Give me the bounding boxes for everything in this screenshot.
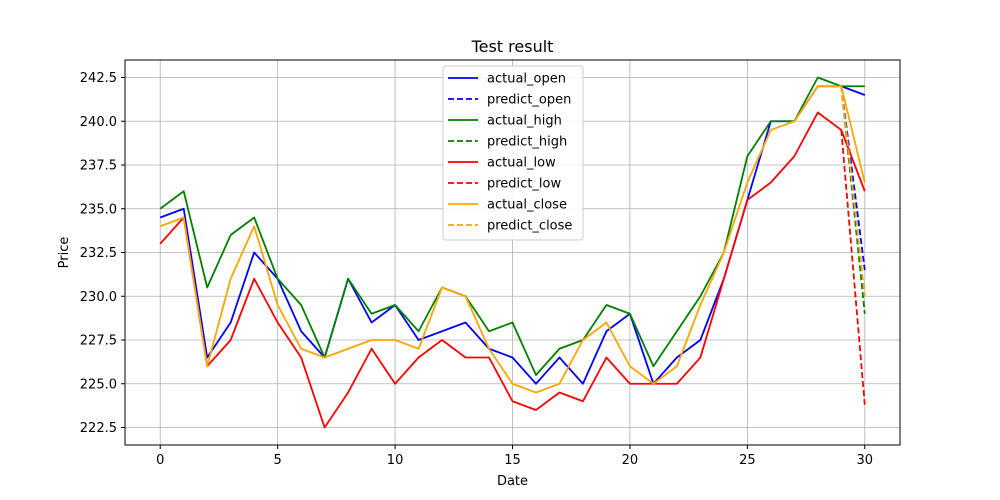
y-tick-label: 232.5 bbox=[80, 246, 117, 261]
series-line-predict-close bbox=[840, 86, 866, 297]
y-tick-label: 242.5 bbox=[80, 71, 117, 86]
y-tick-label: 240.0 bbox=[80, 115, 117, 130]
x-axis-ticks: 0 5 10 15 20 25 30 bbox=[156, 445, 873, 468]
chart-title: Test result bbox=[471, 37, 554, 56]
legend-items: actual_open predict_open actual_highpredic… bbox=[448, 72, 572, 234]
y-axis-ticks: 222.5 225.0 227.5 230.0 232.5 235.0 237.5 240.0… bbox=[80, 71, 125, 436]
series-line-actual-low bbox=[159, 111, 866, 429]
legend-label-actual-open: actual_open bbox=[487, 72, 566, 87]
x-tick-label: 0 bbox=[156, 453, 164, 468]
legend-label-actual-high: actual_high bbox=[487, 114, 562, 129]
legend-label-actual-low: actual_low bbox=[487, 156, 556, 171]
x-tick-label: 15 bbox=[504, 453, 521, 468]
y-tick-label: 230.0 bbox=[80, 290, 117, 305]
legend-label-predict-high: predict_high bbox=[487, 135, 567, 150]
series-line-predict-high bbox=[840, 86, 866, 314]
y-tick-label: 227.5 bbox=[80, 334, 117, 349]
x-tick-label: 25 bbox=[739, 453, 756, 468]
series-line-actual-high bbox=[159, 76, 865, 376]
y-tick-label: 235.0 bbox=[80, 202, 117, 217]
legend-label-predict-close: predict_close bbox=[487, 219, 572, 234]
series-line-predict-low bbox=[840, 129, 866, 405]
legend: actual_open predict_open actual_highpredic… bbox=[442, 65, 584, 241]
legend-box bbox=[442, 65, 584, 241]
y-tick-label: 225.0 bbox=[80, 377, 117, 392]
series-line-actual-close bbox=[159, 85, 866, 394]
series-lines bbox=[159, 76, 866, 429]
legend-label-predict-low: predict_low bbox=[487, 177, 561, 192]
legend-label-actual-close: actual_close bbox=[487, 198, 567, 213]
y-tick-label: 237.5 bbox=[80, 159, 117, 174]
x-tick-label: 10 bbox=[387, 453, 404, 468]
y-axis-title: Price bbox=[57, 237, 72, 269]
x-tick-label: 20 bbox=[622, 453, 639, 468]
x-tick-label: 5 bbox=[274, 453, 282, 468]
y-tick-label: 222.5 bbox=[80, 421, 117, 436]
x-tick-label: 30 bbox=[856, 453, 873, 468]
x-axis-title: Date bbox=[497, 474, 528, 489]
legend-label-predict-open: predict_open bbox=[487, 93, 571, 108]
